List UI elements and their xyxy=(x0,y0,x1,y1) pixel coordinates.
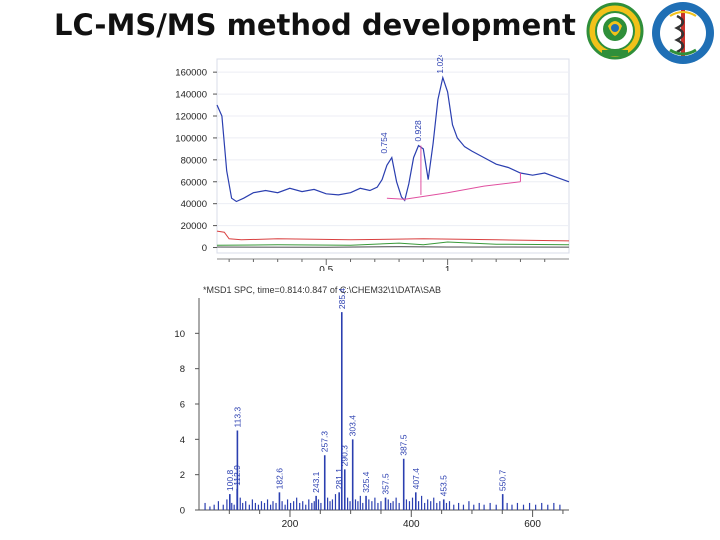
peak-label: 303.4 xyxy=(348,415,358,437)
series-line xyxy=(216,230,570,242)
peak-label: 357.5 xyxy=(381,473,391,495)
y-tick-label: 10 xyxy=(174,329,185,340)
y-tick-label: 100000 xyxy=(175,133,207,144)
peak-label: 407.4 xyxy=(411,468,421,490)
x-tick-label: 400 xyxy=(403,519,420,530)
spectrum-header: *MSD1 SPC, time=0.814:0.847 of C:\CHEM32… xyxy=(203,285,441,295)
peak-label: 1.024 xyxy=(435,55,445,74)
peak-label: 113.3 xyxy=(232,407,242,428)
page-title: LC-MS/MS method development xyxy=(54,8,576,42)
x-tick-label: 200 xyxy=(282,519,299,530)
y-tick-label: 80000 xyxy=(181,155,207,166)
x-tick-label: 600 xyxy=(524,519,541,530)
y-tick-label: 6 xyxy=(180,400,185,411)
y-tick-label: 0 xyxy=(180,506,185,517)
peak-label: 182.6 xyxy=(274,468,284,490)
y-tick-label: 2 xyxy=(180,470,185,481)
peak-label: 285.4 xyxy=(337,288,347,310)
x-tick-label: 1 xyxy=(445,265,451,271)
y-tick-label: 60000 xyxy=(181,177,207,188)
plot-area xyxy=(216,58,570,254)
series-line xyxy=(216,246,570,248)
y-tick-label: 140000 xyxy=(175,90,207,101)
chromatogram-chart: 0 20000 40000 60000 80000 100000 120000 140000 1… xyxy=(175,55,570,271)
y-tick-label: 40000 xyxy=(181,199,207,210)
peak-label: 550.7 xyxy=(498,470,508,492)
x-tick-label: 0.5 xyxy=(319,265,333,271)
integration-baseline xyxy=(386,181,521,200)
y-tick-label: 8 xyxy=(180,364,185,375)
series-line xyxy=(216,241,570,246)
peak-label: 0.754 xyxy=(379,132,389,154)
peak-label: 0.928 xyxy=(413,120,423,142)
peak-label: 257.3 xyxy=(320,431,330,453)
peak-label: 325.4 xyxy=(361,471,371,493)
y-tick-label: 120000 xyxy=(175,111,207,122)
y-tick-label: 20000 xyxy=(181,221,207,232)
peak-label: 100.8 xyxy=(225,470,235,492)
y-tick-label: 160000 xyxy=(175,68,207,79)
y-tick-label: 4 xyxy=(180,435,185,446)
series-line xyxy=(216,75,570,203)
institute-seal-icon xyxy=(652,2,714,64)
peak-label: 243.1 xyxy=(311,471,321,493)
emblem-icon xyxy=(586,2,644,60)
peak-label: 387.5 xyxy=(399,434,409,456)
y-tick-label: 0 xyxy=(202,243,207,254)
mass-spectrum-chart: *MSD1 SPC, time=0.814:0.847 of C:\CHEM32… xyxy=(174,285,569,530)
peak-label: 281.1 xyxy=(334,468,344,490)
peak-label: 290.3 xyxy=(340,445,350,467)
peak-label: 453.5 xyxy=(439,475,449,497)
